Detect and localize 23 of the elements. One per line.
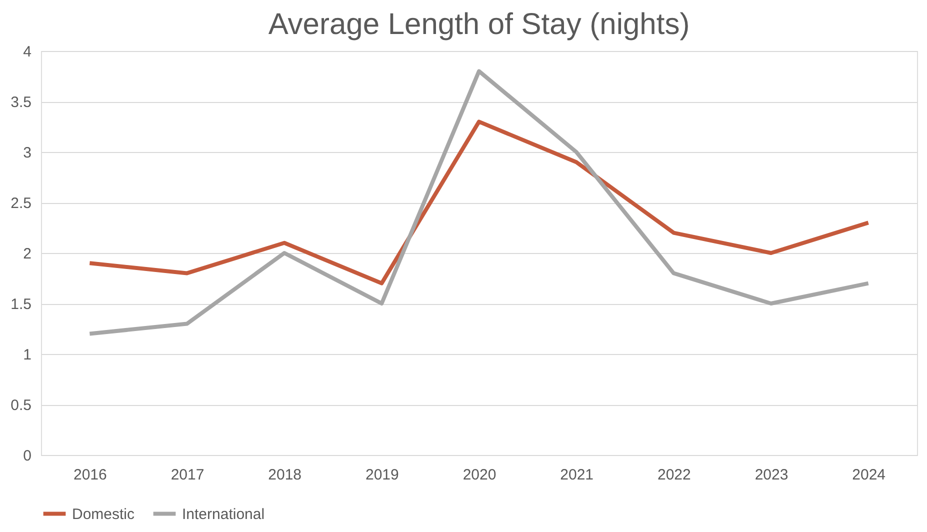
x-tick-label: 2024 — [852, 466, 886, 484]
y-tick-label: 1.5 — [10, 296, 32, 313]
y-tick-label: 0 — [23, 448, 32, 464]
x-tick-label: 2019 — [365, 466, 399, 484]
y-tick-label: 3.5 — [10, 94, 32, 111]
chart-title: Average Length of Stay (nights) — [268, 8, 690, 41]
x-tick-label: 2017 — [170, 466, 204, 484]
y-tick-label: 0.5 — [10, 397, 32, 414]
x-tick-label: 2016 — [73, 466, 107, 484]
x-tick-label: 2023 — [754, 466, 788, 484]
line-series — [88, 69, 870, 336]
legend-label: International — [182, 506, 265, 523]
y-tick-label: 4 — [23, 44, 32, 60]
x-tick-label: 2021 — [560, 466, 594, 484]
y-tick-label: 2.5 — [10, 195, 32, 212]
x-tick-label: 2018 — [268, 466, 302, 484]
x-tick-label: 2022 — [657, 466, 691, 484]
legend-label: Domestic — [72, 506, 136, 523]
y-tick-label: 2 — [23, 246, 32, 262]
y-tick-label: 3 — [23, 144, 32, 162]
x-tick-label: 2020 — [462, 466, 496, 484]
line-series — [88, 120, 870, 286]
y-tick-label: 1 — [23, 346, 32, 364]
